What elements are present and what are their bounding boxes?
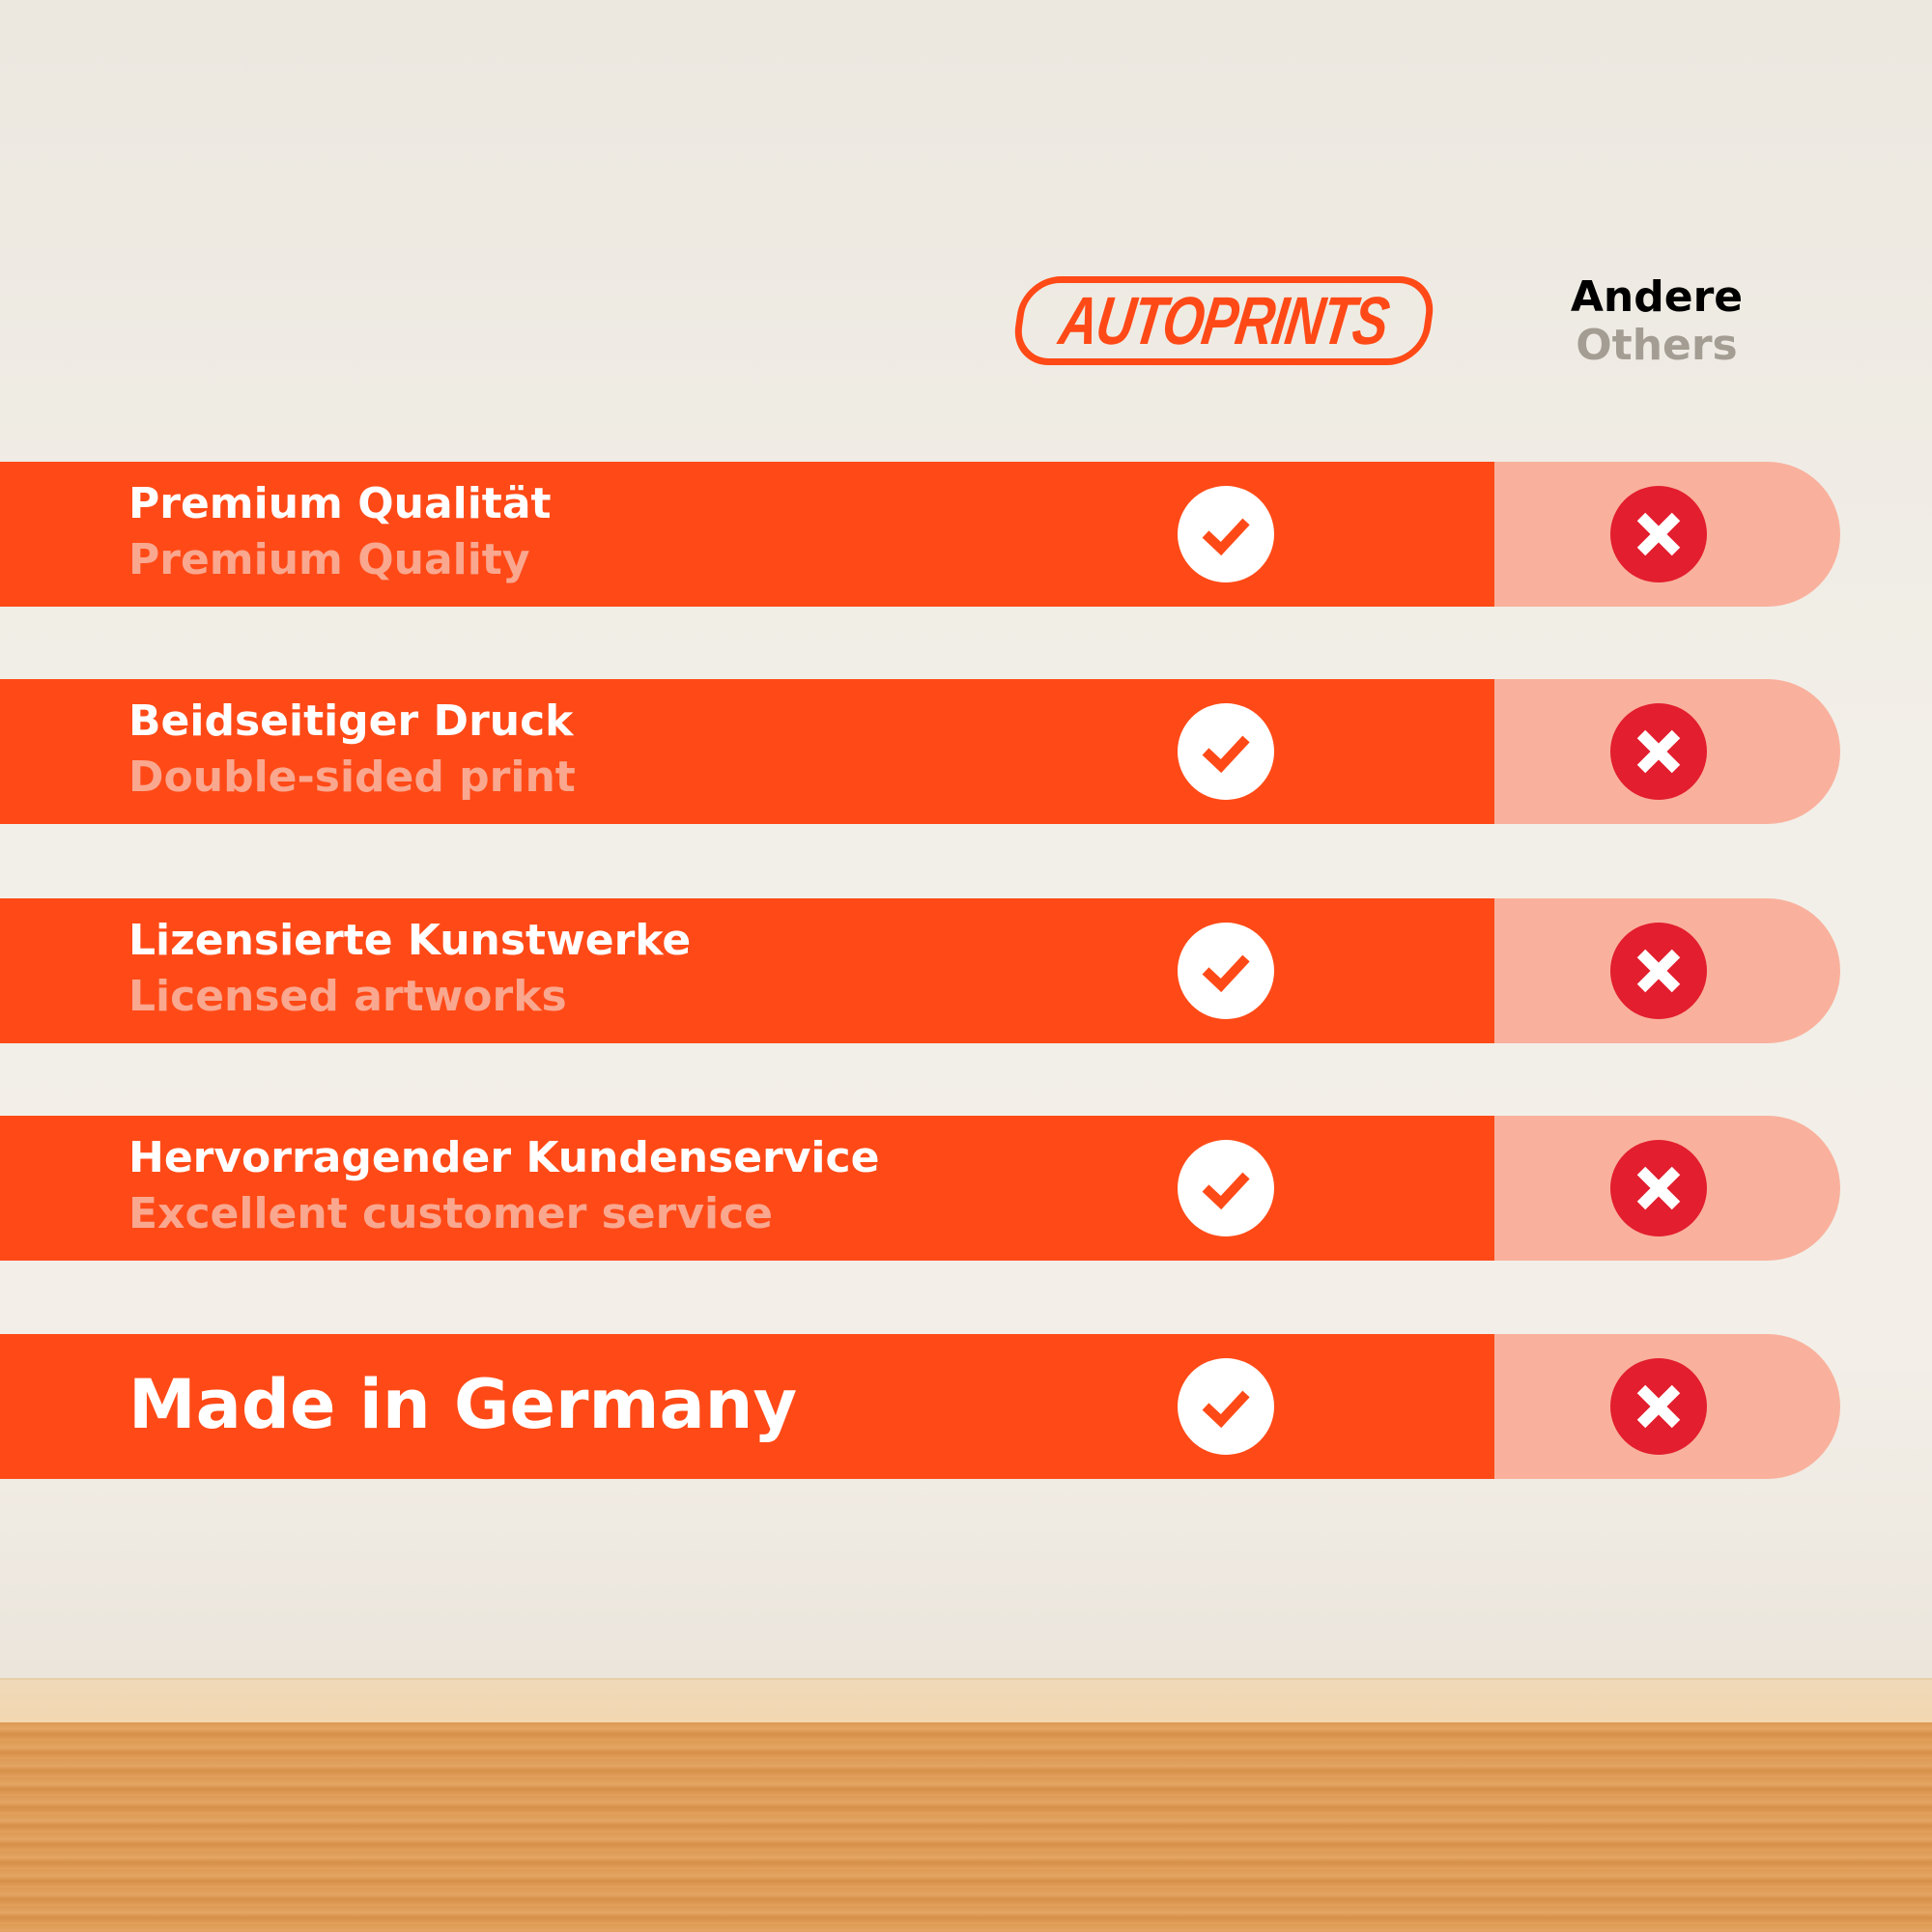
check-icon [1178, 1358, 1274, 1455]
feature-en: Double-sided print [128, 753, 576, 802]
cross-icon [1610, 1358, 1707, 1455]
check-icon [1178, 1140, 1274, 1236]
feature-de: Premium Qualität [128, 479, 552, 528]
comparison-row: Lizensierte Kunstwerke Licensed artworks [0, 898, 1840, 1043]
cross-icon [1610, 1140, 1707, 1236]
feature-en: Excellent customer service [128, 1189, 774, 1238]
cross-icon [1610, 703, 1707, 800]
feature-de: Made in Germany [128, 1365, 798, 1444]
comparison-row: Beidseitiger Druck Double-sided print [0, 679, 1840, 824]
check-icon [1178, 703, 1274, 800]
cross-icon [1610, 486, 1707, 582]
logo-text: AUTOPRINTS [1055, 283, 1393, 358]
feature-de: Lizensierte Kunstwerke [128, 916, 692, 965]
wood-floor [0, 1722, 1932, 1932]
comparison-row: Premium Qualität Premium Quality [0, 462, 1840, 607]
feature-de: Hervorragender Kundenservice [128, 1133, 880, 1182]
comparison-row: Hervorragender Kundenservice Excellent cu… [0, 1116, 1840, 1261]
others-header-en: Others [1576, 321, 1738, 370]
baseboard [0, 1678, 1932, 1724]
autoprints-logo: AUTOPRINTS [1009, 276, 1438, 365]
cross-icon [1610, 923, 1707, 1019]
check-icon [1178, 486, 1274, 582]
comparison-row: Made in Germany [0, 1334, 1840, 1479]
feature-en: Premium Quality [128, 535, 530, 584]
feature-en: Licensed artworks [128, 972, 567, 1021]
feature-de: Beidseitiger Druck [128, 696, 574, 746]
others-header-de: Andere [1570, 272, 1744, 322]
check-icon [1178, 923, 1274, 1019]
